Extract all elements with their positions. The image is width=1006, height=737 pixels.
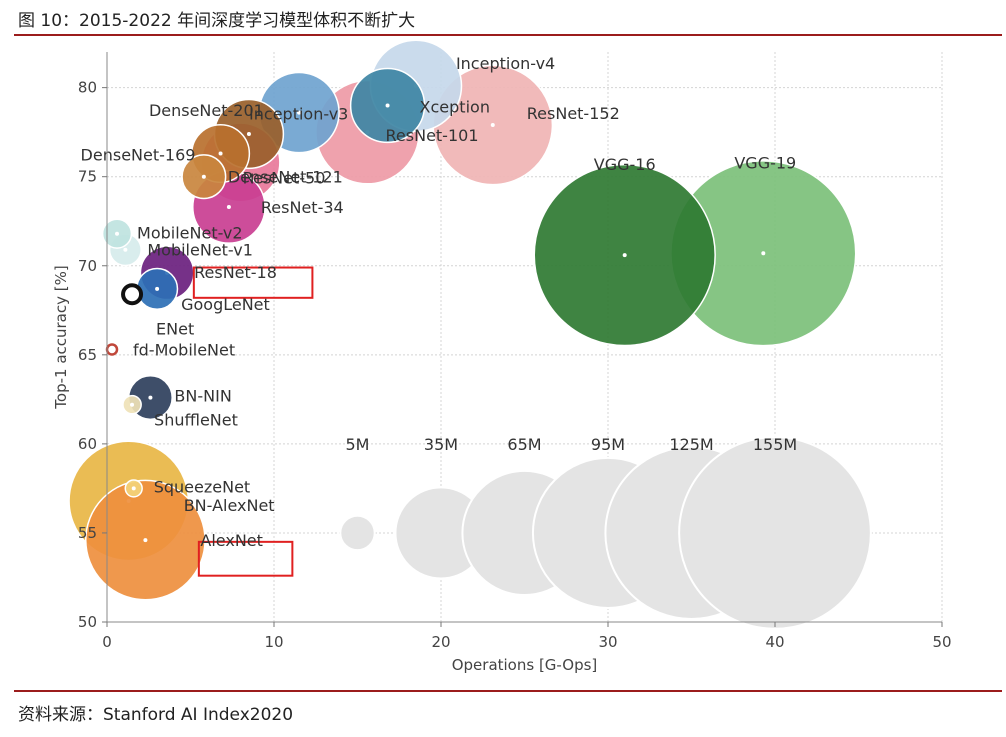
label-fd-mobilenet: fd-MobileNet bbox=[133, 340, 235, 359]
label-googlenet: GoogLeNet bbox=[181, 295, 270, 314]
x-tick-label: 0 bbox=[102, 633, 112, 651]
bubble-center-dot bbox=[490, 123, 495, 128]
label-enet: ENet bbox=[156, 319, 194, 338]
header-title: 图 10：2015-2022 年间深度学习模型体积不断扩大 bbox=[18, 11, 416, 31]
label-squeezenet: SqueezeNet bbox=[154, 477, 250, 496]
size-reference-label: 35M bbox=[424, 435, 458, 454]
label-densenet-121: DenseNet-121 bbox=[228, 168, 343, 187]
x-axis-title: Operations [G-Ops] bbox=[452, 656, 598, 674]
highlight-boxes bbox=[192, 266, 314, 577]
y-tick-label: 60 bbox=[78, 435, 97, 453]
label-resnet-50: ResNet-50 bbox=[243, 168, 326, 187]
label-bn-nin: BN-NIN bbox=[174, 387, 231, 406]
label-xception: Xception bbox=[420, 97, 490, 116]
label-vgg-19: VGG-19 bbox=[734, 153, 796, 172]
label-mobilenet-v1: MobileNet-v1 bbox=[147, 241, 253, 260]
size-reference-label: 5M bbox=[346, 435, 370, 454]
size-reference-bubble bbox=[339, 514, 376, 552]
x-tick-label: 50 bbox=[932, 633, 951, 651]
x-tick-label: 30 bbox=[598, 633, 617, 651]
x-tick-label: 40 bbox=[765, 633, 784, 651]
x-tick-label: 20 bbox=[431, 633, 450, 651]
bubble-enet bbox=[121, 283, 144, 306]
bubble-center-dot bbox=[115, 231, 120, 236]
label-densenet-169: DenseNet-169 bbox=[81, 146, 196, 165]
model-labels: Inception-v4 Inception-v3 Xception ResNet-1… bbox=[81, 54, 797, 550]
bubble-center-dot bbox=[123, 247, 128, 252]
bubble-center-dot bbox=[148, 395, 153, 400]
bubble-center-dot bbox=[226, 204, 231, 209]
size-reference-label: 95M bbox=[591, 435, 625, 454]
bubble-center-dot bbox=[218, 151, 223, 156]
label-inception-v4: Inception-v4 bbox=[456, 54, 555, 73]
source-note: 资料来源：Stanford AI Index2020 bbox=[18, 705, 294, 725]
bubble-center-dot bbox=[622, 253, 627, 258]
y-tick-label: 55 bbox=[78, 524, 97, 542]
bubble-center-dot bbox=[385, 103, 390, 108]
label-densenet-201: DenseNet-201 bbox=[149, 101, 264, 120]
label-resnet-34: ResNet-34 bbox=[261, 198, 344, 217]
label-mobilenet-v2: MobileNet-v2 bbox=[137, 224, 243, 243]
bubble-center-dot bbox=[155, 286, 160, 291]
axes: 0 10 20 30 40 50 50 55 60 65 70 75 80 bbox=[78, 52, 952, 651]
bubble-center-dot bbox=[201, 174, 206, 179]
size-reference-label: 125M bbox=[669, 435, 713, 454]
bubble-center-dot bbox=[131, 486, 136, 491]
bubble-center-dot bbox=[143, 538, 148, 543]
label-vgg-16: VGG-16 bbox=[594, 155, 656, 174]
label-alexnet: AlexNet bbox=[200, 531, 263, 550]
label-bn-alexnet: BN-AlexNet bbox=[184, 496, 275, 515]
size-reference-label: 65M bbox=[507, 435, 541, 454]
bubble-fd-mobilenet bbox=[105, 343, 119, 356]
label-resnet-101: ResNet-101 bbox=[386, 126, 479, 145]
y-tick-label: 65 bbox=[78, 346, 97, 364]
bubble-center-dot bbox=[130, 402, 135, 407]
footer-rule bbox=[14, 690, 1002, 692]
bubble-center-dot bbox=[297, 110, 302, 115]
y-tick-label: 75 bbox=[78, 168, 97, 186]
header-rule bbox=[14, 34, 1002, 36]
bubble-center-dot bbox=[761, 251, 766, 256]
size-reference-label: 155M bbox=[753, 435, 797, 454]
y-tick-label: 80 bbox=[78, 79, 97, 97]
size-legend: 5M 35M 65M 95M 125M 155M bbox=[339, 435, 872, 630]
bubble-layer bbox=[68, 39, 857, 601]
y-axis-title: Top-1 accuracy [%] bbox=[52, 265, 70, 409]
highlight-box-googlenet bbox=[192, 266, 314, 299]
label-shufflenet: ShuffleNet bbox=[154, 411, 238, 430]
x-tick-label: 10 bbox=[264, 633, 283, 651]
highlight-box-alexnet bbox=[197, 540, 294, 577]
y-tick-label: 50 bbox=[78, 613, 97, 631]
size-reference-bubble bbox=[678, 436, 872, 630]
label-resnet-152: ResNet-152 bbox=[527, 104, 620, 123]
label-resnet-18: ResNet-18 bbox=[194, 263, 277, 282]
y-tick-label: 70 bbox=[78, 257, 97, 275]
bubble-center-dot bbox=[246, 131, 251, 136]
label-inception-v3: Inception-v3 bbox=[249, 105, 348, 124]
